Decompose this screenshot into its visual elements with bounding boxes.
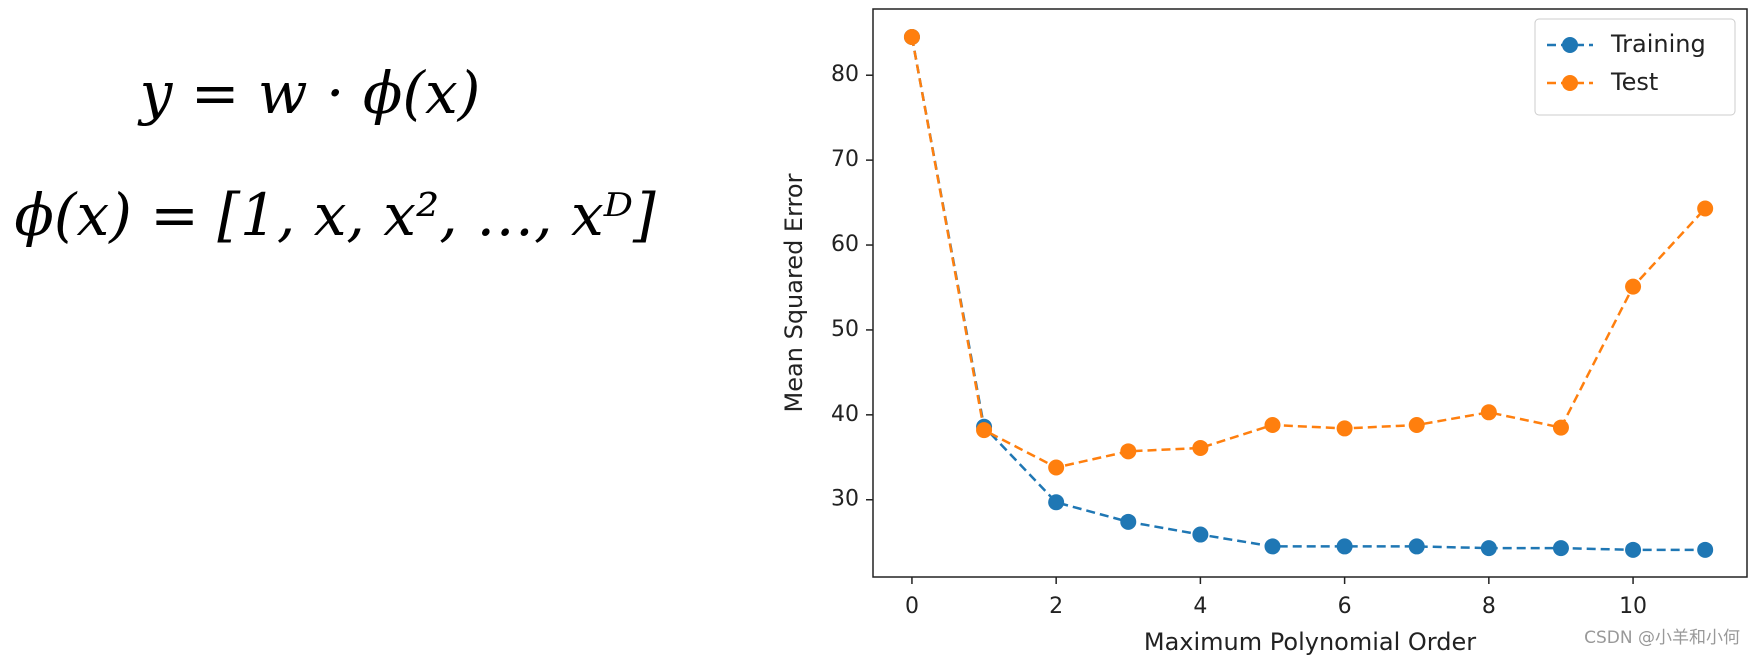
point <box>1408 538 1425 555</box>
y-tick-label: 50 <box>831 317 859 342</box>
point <box>1408 417 1425 434</box>
point <box>1336 420 1353 437</box>
point <box>976 422 993 439</box>
point <box>1192 526 1209 543</box>
point <box>1264 417 1281 434</box>
legend-marker <box>1562 37 1578 53</box>
point <box>1625 278 1642 295</box>
x-tick-label: 2 <box>1049 594 1063 619</box>
point <box>1048 459 1065 476</box>
point <box>1625 541 1642 558</box>
point <box>1264 538 1281 555</box>
point <box>1192 439 1209 456</box>
y-tick-label: 30 <box>831 487 859 512</box>
legend-label: Test <box>1610 68 1658 96</box>
formula: y = w · ϕ(x) <box>137 59 481 127</box>
point <box>1697 541 1714 558</box>
x-tick-label: 4 <box>1193 594 1207 619</box>
y-axis-label: Mean Squared Error <box>780 173 808 412</box>
series-line <box>910 36 1706 552</box>
axes-frame <box>872 8 1748 578</box>
point <box>1552 540 1569 557</box>
y-tick-label: 60 <box>831 232 859 257</box>
y-tick-label: 80 <box>831 62 859 87</box>
y-tick-label: 40 <box>831 402 859 427</box>
point <box>1552 419 1569 436</box>
series-line <box>910 36 1707 469</box>
x-tick-label: 10 <box>1619 594 1647 619</box>
y-tick-label: 70 <box>831 147 859 172</box>
point <box>1480 540 1497 557</box>
point <box>1048 494 1065 511</box>
legend-label: Training <box>1610 30 1706 58</box>
legend-marker <box>1562 75 1578 91</box>
x-tick-label: 6 <box>1338 594 1352 619</box>
point <box>1336 538 1353 555</box>
point <box>1697 200 1714 217</box>
point <box>903 29 920 46</box>
x-tick-label: 0 <box>905 594 919 619</box>
formula: ϕ(x) = [1, x, x², …, xᴰ] <box>14 181 656 249</box>
point <box>1480 404 1497 421</box>
x-tick-label: 8 <box>1482 594 1496 619</box>
x-axis-label: Maximum Polynomial Order <box>1144 628 1476 656</box>
point <box>1120 443 1137 460</box>
watermark: CSDN @小羊和小何 <box>1584 628 1740 648</box>
legend-box <box>1534 18 1736 116</box>
point <box>1120 513 1137 530</box>
